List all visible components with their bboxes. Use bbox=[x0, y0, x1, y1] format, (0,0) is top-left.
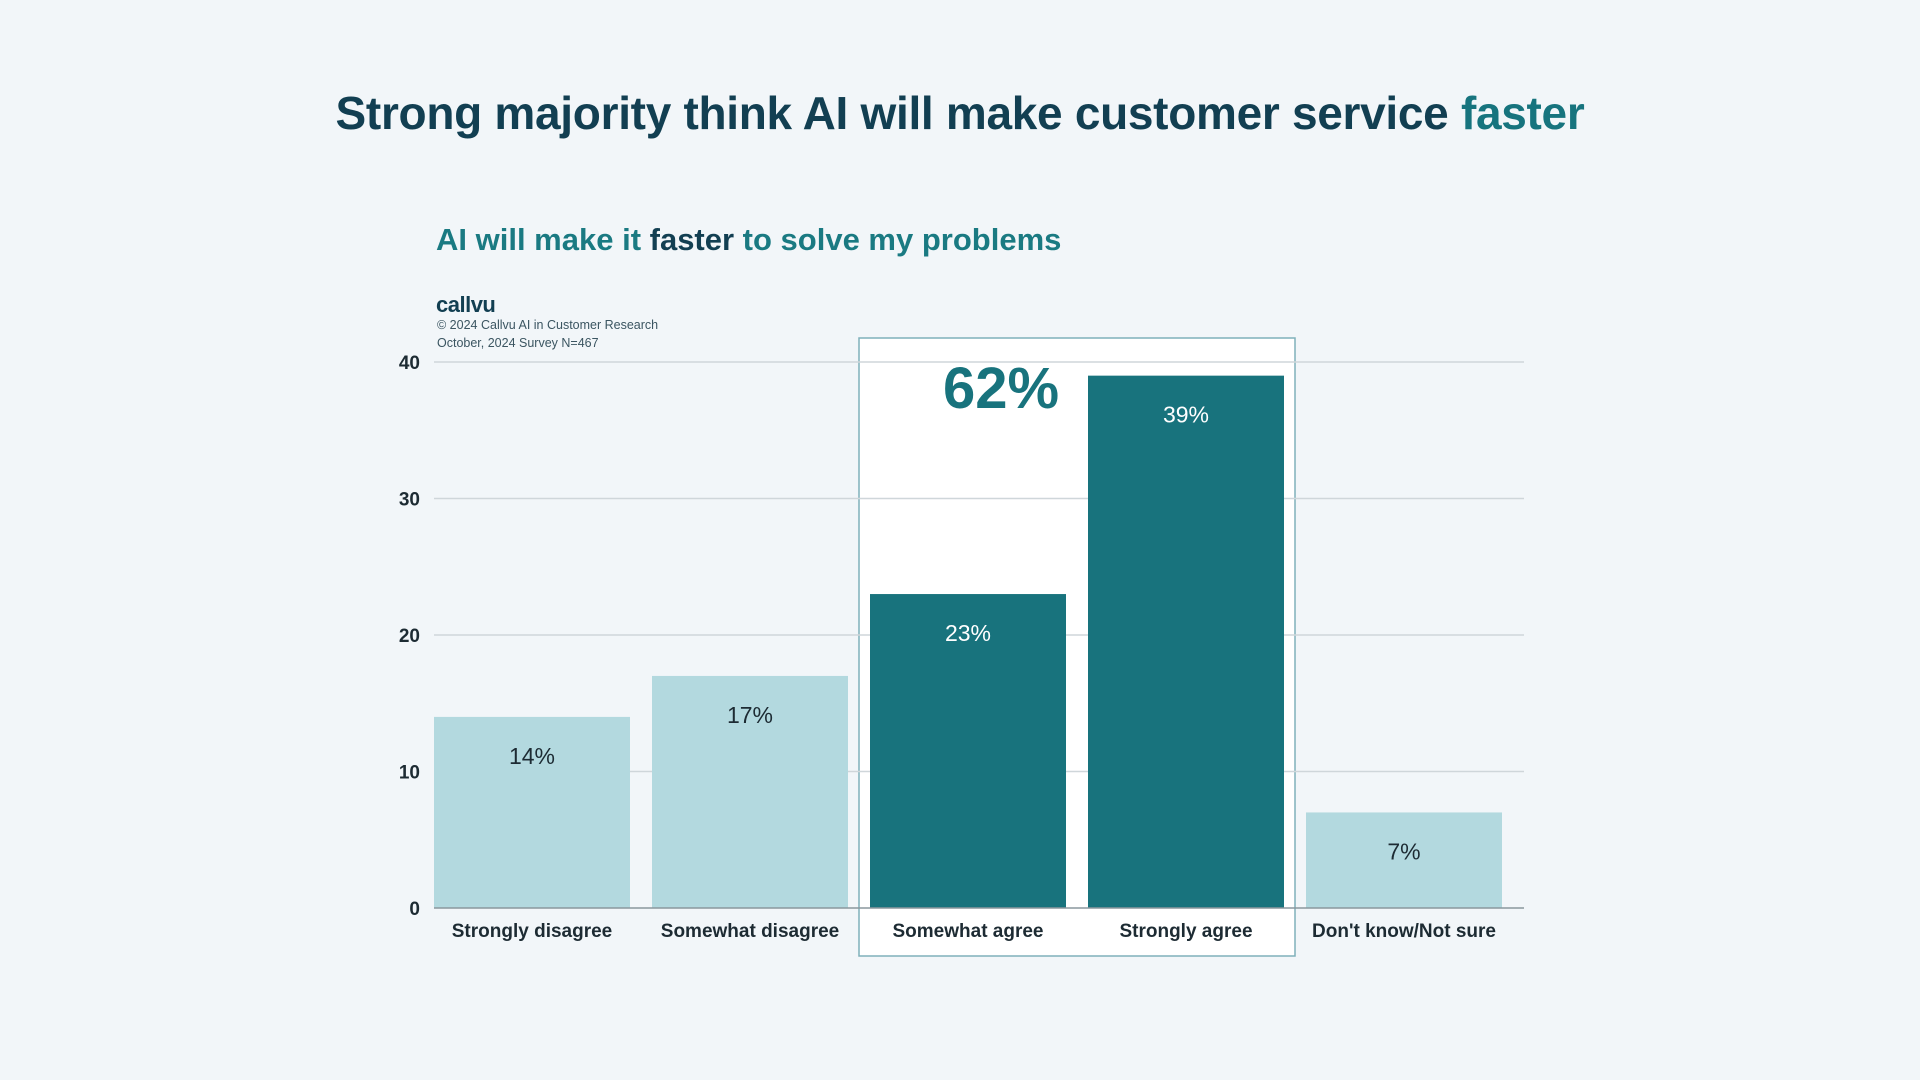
source-line-2: October, 2024 Survey N=467 bbox=[437, 336, 599, 350]
bar-data-label: 7% bbox=[1387, 838, 1420, 864]
subtitle-part-3: to solve my problems bbox=[734, 222, 1062, 257]
chart-subtitle: AI will make it faster to solve my probl… bbox=[436, 222, 1061, 258]
y-tick-label: 30 bbox=[399, 490, 420, 511]
y-tick-label: 10 bbox=[399, 763, 420, 784]
bar-data-label: 17% bbox=[727, 702, 773, 728]
y-tick-label: 40 bbox=[399, 353, 420, 374]
brand-logo: callvu bbox=[436, 292, 496, 317]
bar-data-label: 39% bbox=[1163, 402, 1209, 428]
source-line-1: © 2024 Callvu AI in Customer Research bbox=[437, 318, 659, 332]
bar-data-label: 23% bbox=[945, 620, 991, 646]
x-tick-label: Somewhat disagree bbox=[661, 921, 839, 942]
main-title-accent: faster bbox=[1460, 87, 1585, 139]
bar bbox=[434, 716, 630, 908]
bar bbox=[652, 675, 848, 908]
subtitle-part-2: faster bbox=[649, 222, 735, 257]
main-title: Strong majority think AI will make custo… bbox=[0, 86, 1920, 140]
x-tick-label: Strongly disagree bbox=[452, 921, 613, 942]
bar-data-label: 14% bbox=[509, 743, 555, 769]
bar bbox=[1306, 812, 1502, 908]
x-tick-label: Don't know/Not sure bbox=[1312, 921, 1496, 942]
bar bbox=[1088, 375, 1284, 908]
main-title-text: Strong majority think AI will make custo… bbox=[335, 87, 1461, 139]
y-tick-label: 0 bbox=[409, 899, 420, 920]
y-tick-label: 20 bbox=[399, 626, 420, 647]
highlight-total-label: 62% bbox=[943, 356, 1059, 421]
bar bbox=[870, 594, 1066, 908]
x-tick-label: Strongly agree bbox=[1119, 921, 1252, 942]
x-tick-label: Somewhat agree bbox=[893, 921, 1044, 942]
subtitle-part-1: AI will make it bbox=[436, 222, 650, 257]
